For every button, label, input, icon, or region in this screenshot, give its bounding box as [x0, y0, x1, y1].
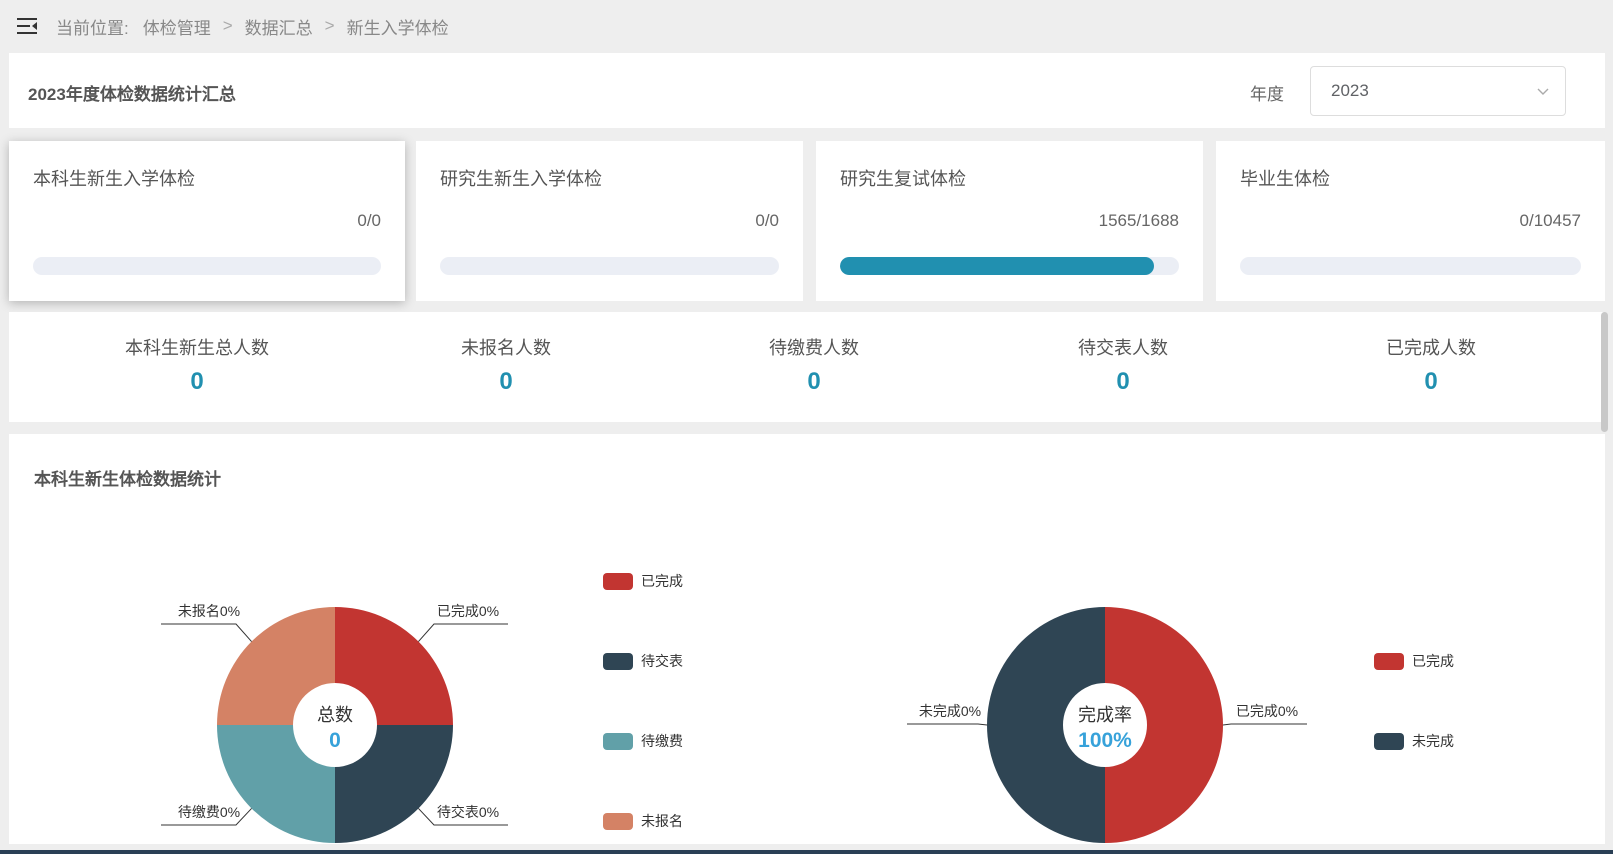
chart-panel: 本科生新生体检数据统计 已完成0% 待交表0% 待缴费0% 未报名0% 总数 0 已完成 待交…: [9, 434, 1605, 844]
progress-fill: [840, 257, 1155, 275]
label-leader-line: [161, 623, 252, 642]
stat-value: 0: [499, 368, 513, 395]
breadcrumb-item-exam[interactable]: 体检管理: [142, 18, 211, 38]
breadcrumb: 当前位置: 体检管理 > 数据汇总 > 新生入学体检: [0, 0, 1613, 52]
progress-bar: [840, 257, 1179, 275]
legend-swatch-未完成: [1374, 733, 1404, 750]
stat-label: 本科生新生总人数: [125, 338, 269, 358]
card-count: 0/0: [755, 211, 779, 230]
stat-value: 0: [1116, 368, 1130, 395]
stat-label: 未报名人数: [461, 338, 551, 358]
label-leader-line: [418, 808, 508, 826]
card-graduate[interactable]: 毕业生体检 0/10457: [1216, 141, 1605, 301]
pie-slice-已完成: [335, 607, 453, 725]
legend-label-待交表: 待交表: [641, 653, 683, 669]
slice-label: 已完成0%: [1236, 703, 1298, 719]
label-leader-line: [1222, 723, 1307, 726]
chevron-right-icon: >: [324, 16, 335, 35]
chart-section-title: 本科生新生体检数据统计: [34, 470, 221, 489]
stat-total: 本科生新生总人数 0: [77, 334, 317, 396]
center-value: 0: [329, 729, 341, 752]
stat-label: 待缴费人数: [769, 338, 859, 358]
card-undergrad-entry[interactable]: 本科生新生入学体检 0/0: [9, 141, 405, 301]
legend-swatch-已完成: [603, 573, 633, 590]
legend-swatch-待交表: [603, 653, 633, 670]
legend-label-已完成: 已完成: [1412, 653, 1454, 669]
pie-slice-待交表: [335, 725, 453, 843]
label-leader-line: [907, 723, 988, 726]
card-grad-entry[interactable]: 研究生新生入学体检 0/0: [416, 141, 803, 301]
slice-label: 未报名0%: [178, 603, 240, 619]
pie-slice-已完成: [1105, 607, 1223, 843]
breadcrumb-item-summary[interactable]: 数据汇总: [244, 18, 313, 38]
center-value: 100%: [1078, 729, 1132, 752]
card-grad-retest[interactable]: 研究生复试体检 1565/1688: [816, 141, 1203, 301]
label-leader-line: [418, 623, 508, 642]
page-title: 2023年度体检数据统计汇总: [28, 85, 236, 104]
stat-pending-payment: 待缴费人数 0: [694, 334, 934, 396]
stat-pending-form: 待交表人数 0: [1003, 334, 1243, 396]
progress-bar: [440, 257, 779, 275]
card-count: 1565/1688: [1098, 211, 1179, 230]
chevron-down-icon: [1537, 88, 1549, 95]
center-label: 完成率: [1078, 705, 1132, 725]
card-title: 研究生复试体检: [840, 169, 966, 189]
stat-completed: 已完成人数 0: [1311, 334, 1551, 396]
legend-label-未报名: 未报名: [641, 813, 683, 829]
label-leader-line: [161, 808, 252, 826]
header-panel: 2023年度体检数据统计汇总 年度 2023: [9, 53, 1605, 128]
legend-label-已完成: 已完成: [641, 573, 683, 589]
bottom-border: [0, 850, 1613, 854]
slice-label: 已完成0%: [437, 603, 499, 619]
stat-value: 0: [807, 368, 821, 395]
stats-panel: 本科生新生总人数 0 未报名人数 0 待缴费人数 0 待交表人数 0 已完成人数…: [9, 312, 1605, 422]
progress-bar: [33, 257, 381, 275]
chevron-right-icon: >: [222, 16, 233, 35]
pie-slice-待缴费: [217, 725, 335, 843]
breadcrumb-prefix: 当前位置:: [56, 18, 129, 38]
legend-swatch-已完成: [1374, 653, 1404, 670]
card-count: 0/10457: [1519, 211, 1581, 230]
pie-slice-未报名: [217, 607, 335, 725]
card-title: 本科生新生入学体检: [33, 169, 195, 189]
stat-value: 0: [1424, 368, 1438, 395]
legend-swatch-待缴费: [603, 733, 633, 750]
slice-label: 待缴费0%: [178, 804, 240, 820]
year-select[interactable]: 2023: [1310, 66, 1566, 116]
legend-swatch-未报名: [603, 813, 633, 830]
card-title: 研究生新生入学体检: [440, 169, 602, 189]
pie-slice-未完成: [987, 607, 1105, 843]
stat-label: 已完成人数: [1386, 338, 1476, 358]
year-label: 年度: [1250, 85, 1284, 104]
stat-label: 待交表人数: [1078, 338, 1168, 358]
legend-label-未完成: 未完成: [1412, 733, 1454, 749]
menu-fold-icon[interactable]: [16, 15, 38, 37]
slice-label: 未完成0%: [919, 703, 981, 719]
scrollbar[interactable]: [1601, 312, 1608, 432]
card-title: 毕业生体检: [1240, 169, 1330, 189]
card-count: 0/0: [357, 211, 381, 230]
legend-label-待缴费: 待缴费: [641, 733, 683, 749]
charts-svg: 已完成0%待交表0%待缴费0%未报名0%总数0已完成待交表待缴费未报名已完成0%…: [161, 573, 1454, 843]
center-label: 总数: [317, 705, 353, 725]
slice-label: 待交表0%: [437, 804, 499, 820]
year-select-value: 2023: [1331, 81, 1369, 100]
stat-unregistered: 未报名人数 0: [386, 334, 626, 396]
progress-bar: [1240, 257, 1581, 275]
breadcrumb-item-current: 新生入学体检: [346, 18, 449, 38]
stat-value: 0: [190, 368, 204, 395]
